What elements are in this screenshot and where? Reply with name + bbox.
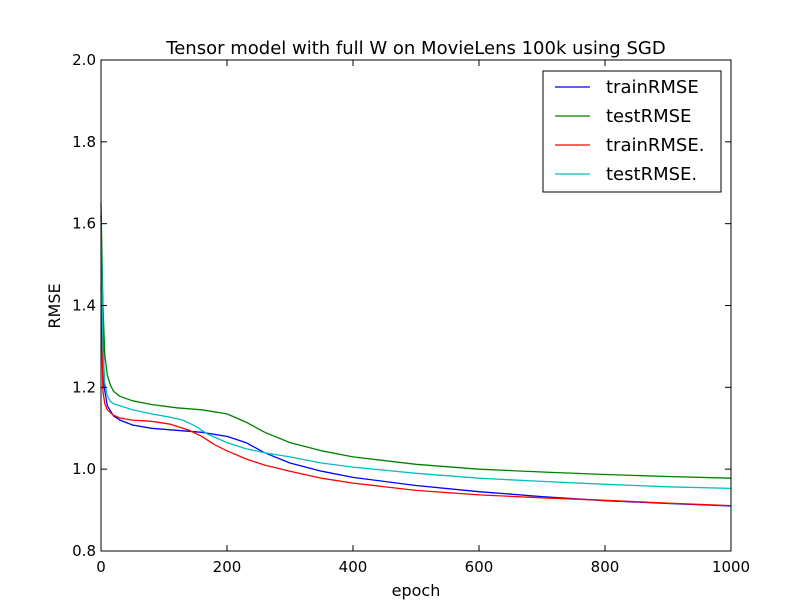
plot-frame: [100, 59, 732, 552]
x-tick-label: 400: [339, 558, 368, 576]
legend-label-trainrmse: trainRMSE.: [606, 135, 704, 156]
y-axis-label: RMSE: [45, 283, 64, 328]
x-tick-label: 0: [96, 558, 106, 576]
y-tick-label: 2.0: [72, 51, 96, 69]
x-tick-label: 800: [591, 558, 620, 576]
chart-title: Tensor model with full W on MovieLens 10…: [165, 38, 665, 59]
series-lines: [100, 203, 732, 507]
x-tick-label: 1000: [712, 558, 750, 576]
legend-label-trainrmse: trainRMSE: [606, 77, 699, 98]
legend-label-testrmse: testRMSE.: [606, 164, 697, 185]
series-line-trainrmse: [100, 215, 732, 507]
axis-ticks: 0 200 400 600 800 1000 0.8 1.0 1.2 1.4 1.6 1.8 2.0: [72, 51, 750, 576]
y-tick-label: 1.6: [72, 215, 96, 233]
series-line-testrmse: [100, 223, 732, 490]
y-tick-label: 0.8: [72, 542, 96, 560]
legend: trainRMSE testRMSE trainRMSE. testRMSE.: [542, 70, 722, 193]
x-tick-label: 200: [213, 558, 242, 576]
y-tick-label: 1.4: [72, 297, 96, 315]
legend-frame: [542, 70, 722, 193]
series-line-trainrmse: [100, 284, 732, 507]
legend-label-testrmse: testRMSE: [606, 106, 691, 127]
y-tick-label: 1.8: [72, 133, 96, 151]
x-axis-label: epoch: [392, 581, 441, 600]
y-tick-label: 1.0: [72, 460, 96, 478]
y-tick-label: 1.2: [72, 378, 96, 396]
series-line-testrmse: [100, 203, 732, 479]
x-tick-label: 600: [465, 558, 494, 576]
